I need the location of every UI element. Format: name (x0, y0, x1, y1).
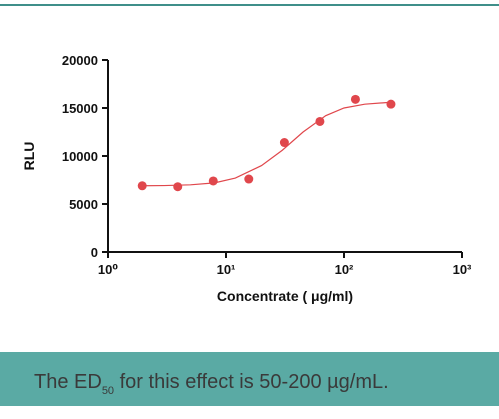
x-tick-label: 10¹ (217, 262, 236, 277)
data-point (137, 181, 147, 191)
data-point (315, 116, 325, 126)
y-tick-label: 5000 (69, 197, 98, 212)
y-tick-label: 10000 (62, 149, 98, 164)
fit-curve (142, 101, 392, 187)
y-axis-label: RLU (21, 142, 37, 171)
banner (0, 352, 499, 406)
data-point (173, 182, 183, 192)
y-tick-label: 15000 (62, 101, 98, 116)
x-tick-label: 10² (335, 262, 354, 277)
y-tick-label: 20000 (62, 53, 98, 68)
data-point (279, 138, 289, 148)
data-point (244, 174, 254, 184)
data-point (386, 99, 396, 109)
banner-text-end: for this effect is 50-200 µg/mL. (114, 371, 389, 393)
x-axis-label: Concentrate ( μg/ml) (217, 288, 353, 304)
banner-text-start: The ED (34, 371, 102, 393)
banner-text: The ED50 for this effect is 50-200 µg/mL… (34, 371, 389, 397)
y-tick-label: 0 (91, 245, 98, 260)
x-tick-label: 10³ (453, 262, 472, 277)
x-tick-label: 10⁰ (98, 262, 118, 277)
plot: 0 5000 10000 15000 20000 10⁰ 10¹ 10² 10³ (62, 53, 472, 277)
banner-subscript: 50 (102, 385, 114, 397)
data-point (350, 94, 360, 104)
data-point (208, 176, 218, 186)
